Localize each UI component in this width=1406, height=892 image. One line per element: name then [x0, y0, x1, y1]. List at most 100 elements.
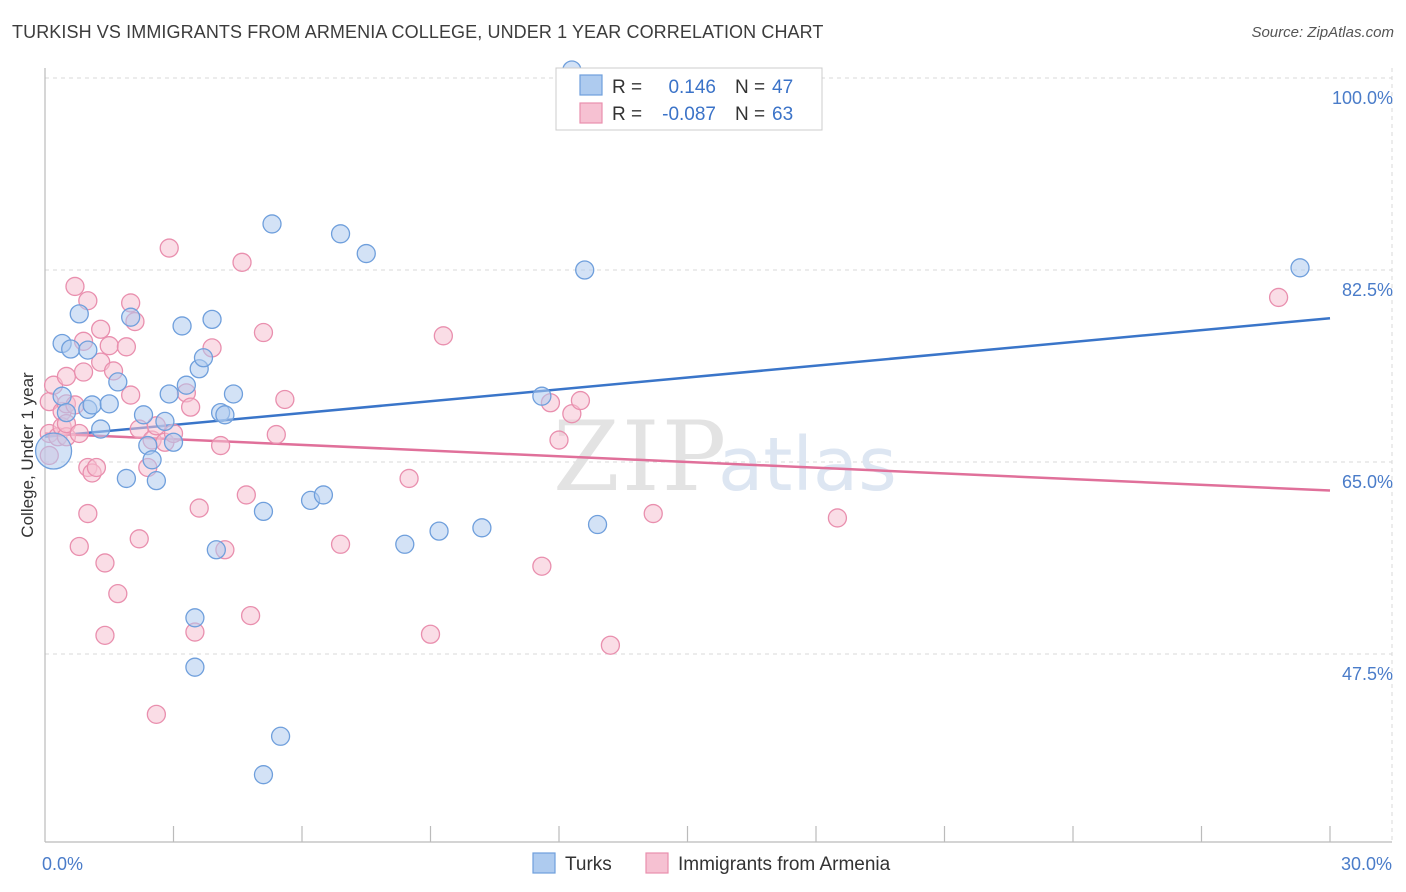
point-armenia-25	[95, 625, 115, 645]
point-armenia-13	[69, 423, 89, 444]
point-turks-22	[176, 375, 197, 395]
point-turks-10	[99, 394, 119, 414]
point-turks-33	[253, 765, 274, 785]
point-turks-39	[356, 243, 376, 264]
point-turks-25	[202, 309, 222, 330]
point-armenia-67	[1268, 287, 1289, 308]
point-turks-46	[1290, 258, 1310, 278]
point-turks-1	[52, 386, 72, 406]
x-tick-label-0: 0.0%	[42, 854, 83, 874]
point-turks-35	[185, 657, 205, 677]
point-armenia-58	[433, 326, 454, 346]
points-layer	[34, 60, 1310, 785]
point-turks-43	[532, 386, 552, 406]
bottom-legend-label-armenia: Immigrants from Armenia	[678, 854, 891, 875]
legend-n-label-turks: N =	[735, 77, 765, 98]
point-armenia-55	[330, 534, 351, 554]
point-turks-32	[262, 214, 282, 234]
point-armenia-47	[210, 435, 231, 456]
point-turks-20	[163, 432, 184, 452]
point-turks-27	[206, 540, 226, 560]
point-armenia-11	[65, 276, 85, 297]
point-turks-0	[34, 432, 73, 470]
point-armenia-28	[108, 584, 128, 604]
chart-title: TURKISH VS IMMIGRANTS FROM ARMENIA COLLE…	[12, 22, 824, 42]
point-turks-38	[330, 224, 351, 244]
point-turks-44	[575, 260, 595, 280]
point-turks-19	[159, 384, 179, 404]
point-armenia-26	[99, 336, 119, 356]
point-armenia-9	[56, 366, 77, 387]
point-turks-11	[108, 372, 128, 392]
legend-n-value-armenia: 63	[772, 104, 793, 125]
legend-swatch-armenia	[579, 102, 603, 124]
y-tick-label-0: 100.0%	[1332, 88, 1393, 108]
point-turks-18	[155, 411, 175, 432]
legend-n-value-turks: 47	[772, 77, 793, 98]
series-legend: Turks Immigrants from Armenia	[532, 852, 891, 875]
point-armenia-30	[121, 385, 141, 405]
point-armenia-54	[275, 389, 295, 410]
point-armenia-45	[189, 498, 209, 518]
point-armenia-65	[643, 503, 663, 524]
point-turks-30	[223, 384, 244, 404]
point-armenia-57	[420, 624, 441, 644]
point-turks-2	[56, 402, 77, 423]
point-turks-13	[121, 307, 141, 327]
point-armenia-43	[180, 397, 201, 417]
tick-label-layer: 100.0% 82.5% 65.0% 47.5% 0.0% 30.0%	[42, 88, 1393, 874]
point-armenia-21	[86, 457, 107, 478]
point-armenia-15	[73, 362, 94, 382]
point-turks-42	[472, 518, 492, 538]
legend-r-value-turks: 0.146	[668, 77, 716, 98]
point-armenia-66	[827, 508, 848, 528]
point-turks-29	[215, 405, 235, 425]
point-turks-16	[142, 450, 162, 470]
point-armenia-24	[95, 553, 115, 573]
point-turks-9	[91, 419, 111, 439]
y-tick-label-3: 47.5%	[1342, 664, 1393, 684]
point-turks-4	[61, 339, 81, 359]
point-armenia-56	[399, 468, 419, 489]
point-armenia-49	[232, 252, 252, 272]
legend-r-label-armenia: R =	[612, 104, 642, 125]
point-armenia-59	[532, 556, 552, 576]
legend-r-label-turks: R =	[612, 77, 642, 98]
point-armenia-29	[116, 337, 137, 357]
point-armenia-14	[69, 536, 89, 557]
bottom-legend-swatch-armenia	[645, 852, 669, 874]
point-turks-7	[78, 340, 98, 360]
point-armenia-22	[91, 319, 111, 339]
point-turks-24	[193, 348, 214, 368]
point-armenia-50	[236, 485, 256, 505]
point-turks-40	[395, 534, 415, 554]
point-turks-26	[185, 608, 205, 628]
point-armenia-38	[146, 704, 167, 724]
point-armenia-64	[600, 635, 621, 655]
point-armenia-40	[159, 238, 179, 258]
point-turks-34	[270, 726, 291, 746]
point-turks-12	[116, 468, 137, 489]
point-armenia-52	[253, 322, 274, 343]
point-armenia-63	[570, 390, 591, 411]
point-turks-31	[253, 501, 274, 522]
trend-layer	[44, 317, 1331, 492]
bottom-legend-label-turks: Turks	[565, 854, 612, 875]
point-armenia-53	[266, 424, 286, 445]
trendline-turks	[44, 317, 1331, 439]
bottom-legend-swatch-turks	[532, 852, 556, 874]
chart-source: Source: ZipAtlas.com	[1251, 24, 1394, 41]
point-turks-8	[82, 395, 102, 415]
point-armenia-19	[78, 503, 98, 524]
legend-r-value-armenia: -0.087	[662, 104, 716, 125]
correlation-legend: R = 0.146 N = 47 R = -0.087 N = 63	[555, 67, 823, 131]
point-turks-6	[69, 304, 89, 324]
legend-swatch-turks	[579, 74, 603, 96]
y-tick-label-2: 65.0%	[1342, 472, 1393, 492]
legend-n-label-armenia: N =	[735, 104, 765, 125]
watermark: ZIP atlas	[553, 401, 897, 513]
point-armenia-34	[129, 529, 149, 549]
point-armenia-51	[240, 605, 261, 626]
y-tick-label-1: 82.5%	[1342, 280, 1393, 300]
